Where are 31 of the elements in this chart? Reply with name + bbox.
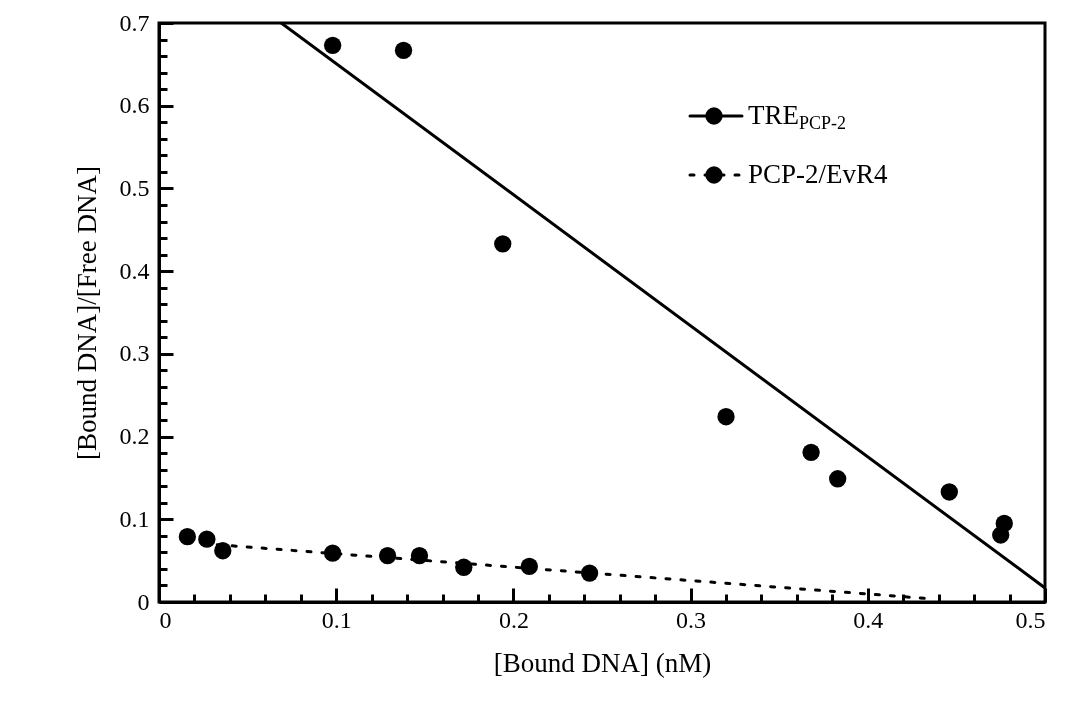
point	[829, 470, 847, 488]
y-tick-label: 0.2	[119, 423, 150, 450]
point	[580, 564, 599, 582]
y-tick-label: 0.3	[119, 340, 150, 367]
point	[378, 547, 397, 565]
y-tick-label: 0.5	[119, 174, 150, 201]
point	[717, 408, 735, 426]
point	[455, 558, 473, 576]
y-tick-label: 0.6	[119, 92, 150, 119]
x-tick-label: 0	[159, 606, 172, 633]
point	[394, 41, 413, 59]
x-tick-label: 0.5	[1015, 606, 1046, 633]
y-axis-title: [Bound DNA]/[Free DNA]	[71, 166, 102, 460]
y-tick-label: 0.1	[119, 505, 150, 532]
point	[802, 443, 820, 461]
y-tick-label: 0.7	[119, 9, 150, 36]
legend-label: PCP-2/EvR4	[748, 159, 889, 189]
point	[992, 526, 1010, 544]
point	[324, 36, 342, 54]
x-tick-label: 0.4	[853, 606, 884, 633]
point	[214, 542, 232, 560]
y-tick-label: 0.4	[119, 257, 150, 284]
x-tick-label: 0.3	[676, 606, 707, 633]
y-tick-label: 0	[137, 588, 150, 615]
point	[178, 528, 197, 546]
x-tick-label: 0.1	[321, 606, 352, 633]
point	[410, 547, 429, 565]
point	[940, 483, 958, 501]
point	[494, 235, 512, 253]
x-tick-label: 0.2	[498, 606, 529, 633]
x-axis-title: [Bound DNA] (nM)	[493, 647, 712, 678]
